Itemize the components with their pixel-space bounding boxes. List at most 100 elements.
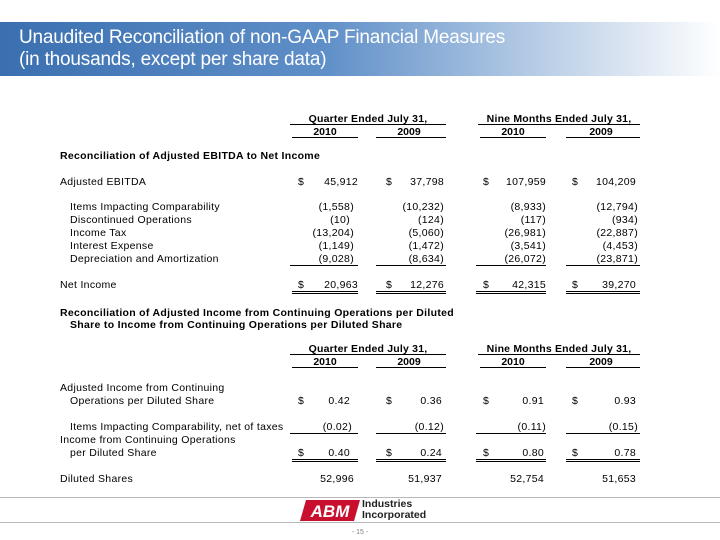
year-header: 2009 (589, 126, 613, 138)
header-rule (290, 124, 446, 125)
year-rule (480, 367, 546, 368)
cell-value: 107,959 (505, 176, 546, 188)
total-rule (292, 461, 358, 462)
logo-line-1: Industries (362, 498, 413, 510)
dollar-sign: $ (298, 176, 304, 188)
slide-subtitle: (in thousands, except per share data) (19, 49, 327, 70)
cell-value: 39,270 (602, 279, 636, 291)
year-rule (566, 137, 640, 138)
total-rule (376, 291, 446, 292)
dollar-sign: $ (572, 395, 578, 407)
cell-value: (13,204) (312, 227, 354, 239)
page-number: - 15 - (351, 529, 369, 536)
year-header: 2009 (397, 126, 421, 138)
cell-value: (0.15) (608, 421, 638, 433)
dollar-sign: $ (298, 447, 304, 459)
row-label: Items Impacting Comparability, net of ta… (70, 421, 284, 433)
ebitda-section-heading: Reconciliation of Adjusted EBITDA to Net… (60, 150, 321, 162)
year-header: 2009 (589, 356, 613, 368)
dollar-sign: $ (483, 279, 489, 291)
cell-value: 0.93 (614, 395, 636, 407)
subtotal-rule (476, 265, 546, 266)
total-rule (476, 291, 546, 292)
slide-title: Unaudited Reconciliation of non-GAAP Fin… (19, 27, 506, 48)
cell-value: 37,798 (410, 176, 444, 188)
year-rule (292, 367, 358, 368)
quarter-header: Quarter Ended July 31, (308, 343, 428, 355)
year-rule (376, 137, 446, 138)
abm-logo: ABM (300, 500, 360, 521)
row-label: Interest Expense (70, 240, 154, 252)
cell-value: (934) (611, 214, 638, 226)
row-label: Diluted Shares (60, 473, 134, 485)
dollar-sign: $ (572, 176, 578, 188)
cell-value: (1,149) (318, 240, 354, 252)
cell-value: 0.36 (420, 395, 442, 407)
cell-value: 52,754 (510, 473, 544, 485)
subtotal-rule (290, 433, 358, 434)
footer-divider (0, 497, 720, 498)
total-rule (566, 459, 640, 460)
row-label: Income from Continuing Operations (60, 434, 236, 446)
dollar-sign: $ (298, 279, 304, 291)
cell-value: (9,028) (318, 253, 354, 265)
year-header: 2010 (313, 126, 337, 138)
logo-wordmark: Industries Incorporated (362, 499, 426, 521)
year-rule (566, 367, 640, 368)
cell-value: (26,072) (504, 253, 546, 265)
cell-value: 51,653 (602, 473, 636, 485)
cell-value: 51,937 (408, 473, 442, 485)
row-label: Discontinued Operations (70, 214, 192, 226)
total-rule (376, 459, 446, 460)
year-rule (480, 137, 546, 138)
cell-value: 12,276 (410, 279, 444, 291)
cell-value: (10) (330, 214, 350, 226)
total-rule (292, 293, 358, 294)
cell-value: (8,634) (408, 253, 444, 265)
cell-value: 20,963 (324, 279, 358, 291)
total-rule (476, 293, 546, 294)
cell-value: (124) (417, 214, 444, 226)
logo-mark-text: ABM (310, 502, 351, 521)
dollar-sign: $ (483, 447, 489, 459)
quarter-header: Quarter Ended July 31, (308, 113, 428, 125)
cell-value: (1,472) (408, 240, 444, 252)
total-rule (376, 461, 446, 462)
row-label: Adjusted Income from Continuing (60, 382, 225, 394)
row-label-cont: per Diluted Share (70, 447, 157, 459)
subtotal-rule (376, 433, 446, 434)
total-rule (566, 293, 640, 294)
dollar-sign: $ (298, 395, 304, 407)
title-banner (0, 22, 720, 76)
cell-value: (26,981) (504, 227, 546, 239)
cell-value: (0.02) (322, 421, 352, 433)
total-rule (566, 291, 640, 292)
dollar-sign: $ (483, 395, 489, 407)
row-label: Items Impacting Comparability (70, 201, 220, 213)
total-rule (376, 293, 446, 294)
cell-value: (4,453) (602, 240, 638, 252)
cell-value: (22,887) (596, 227, 638, 239)
cell-value: 0.78 (614, 447, 636, 459)
cell-value: 45,912 (324, 176, 358, 188)
header-rule (478, 354, 640, 355)
total-rule (566, 461, 640, 462)
cell-value: (0.12) (414, 421, 444, 433)
cell-value: (0.11) (517, 421, 546, 433)
dollar-sign: $ (572, 447, 578, 459)
row-label: Adjusted EBITDA (60, 176, 147, 188)
cell-value: (10,232) (402, 201, 444, 213)
subtotal-rule (566, 433, 640, 434)
header-rule (290, 354, 446, 355)
total-rule (292, 459, 358, 460)
cell-value: 104,209 (595, 176, 636, 188)
cell-value: (5,060) (408, 227, 444, 239)
cell-value: 52,996 (320, 473, 354, 485)
row-label-cont: Operations per Diluted Share (70, 395, 215, 407)
nine-months-header: Nine Months Ended July 31, (486, 113, 632, 125)
cell-value: 0.40 (328, 447, 350, 459)
subtotal-rule (566, 265, 640, 266)
cell-value: 0.42 (328, 395, 350, 407)
logo-line-2: Incorporated (362, 509, 427, 521)
cell-value: (1,558) (318, 201, 354, 213)
